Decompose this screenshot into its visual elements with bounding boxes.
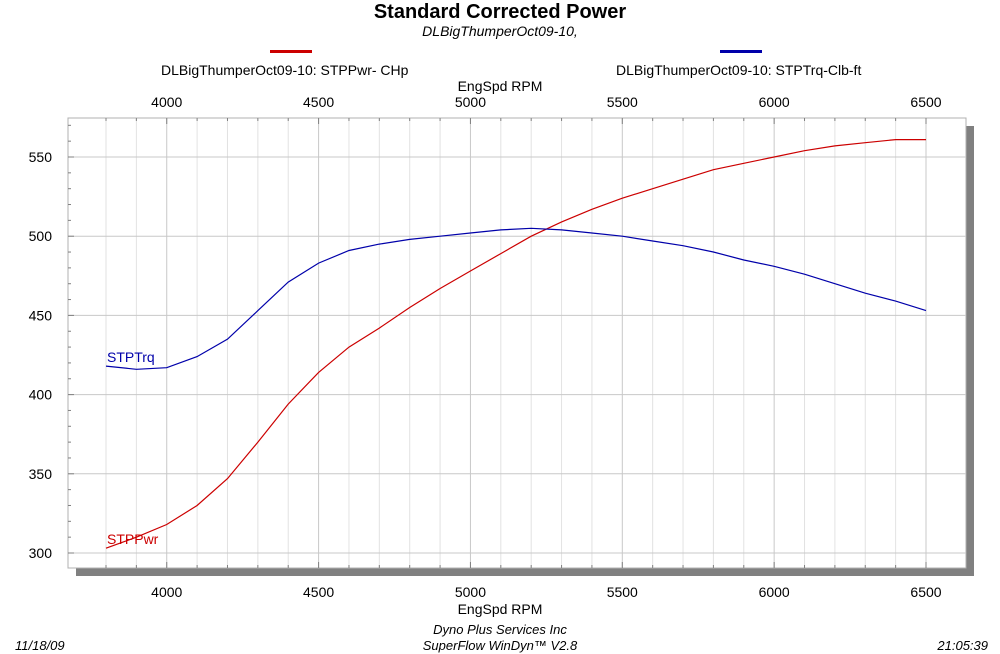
chart-title: Standard Corrected Power [373,1,627,23]
x-tick-label-top: 5500 [607,94,638,110]
series-line-stppwr [105,139,926,549]
y-tick-label: 400 [29,387,53,403]
y-tick-label: 550 [29,149,53,165]
y-tick-label: 350 [29,466,53,482]
plot-shadow-right [966,126,974,576]
legend-torque-label: DLBigThumperOct09-10: STPTrq-Clb-ft [616,62,862,78]
x-tick-label-top: 6000 [759,94,790,110]
x-tick-label-bottom: 6000 [759,584,790,600]
x-tick-label-top: 4500 [303,94,334,110]
legend-power-label: DLBigThumperOct09-10: STPPwr- CHp [161,62,409,78]
series-line-stptrq [105,227,927,370]
plot-shadow-bottom [76,568,974,576]
series-label-stppwr: STPPwr [107,531,159,547]
tick-labels: 4000 4000 4500 4500 5000 5000 5500 5500 6000 6000… [29,94,942,600]
x-tick-label-top: 6500 [910,94,941,110]
series-lines: STPPwr STPTrq [105,139,927,549]
x-tick-label-bottom: 5500 [607,584,638,600]
y-tick-label: 500 [29,228,53,244]
x-tick-label-bottom: 4500 [303,584,334,600]
x-tick-label-bottom: 6500 [910,584,941,600]
x-tick-label-bottom: 5000 [455,584,486,600]
x-tick-label-bottom: 4000 [151,584,182,600]
axis-ticks [68,118,927,568]
gridlines [68,118,966,568]
legend-power-swatch [270,50,312,53]
series-label-stptrq: STPTrq [107,349,155,365]
legend-torque-swatch [720,50,762,53]
x-tick-label-top: 5000 [455,94,486,110]
y-tick-label: 450 [29,307,53,323]
footer-time: 21:05:39 [937,638,988,653]
x-tick-label-top: 4000 [151,94,182,110]
footer-company: Dyno Plus Services Inc [433,622,567,637]
plot-area [67,117,967,569]
x-axis-title-bottom: EngSpd RPM [457,601,543,617]
chart-subtitle: DLBigThumperOct09-10, [422,23,578,39]
footer-software: SuperFlow WinDyn™ V2.8 [422,638,578,653]
x-axis-title-top: EngSpd RPM [457,78,543,94]
y-tick-label: 300 [29,545,53,561]
footer-date: 11/18/09 [15,638,65,653]
